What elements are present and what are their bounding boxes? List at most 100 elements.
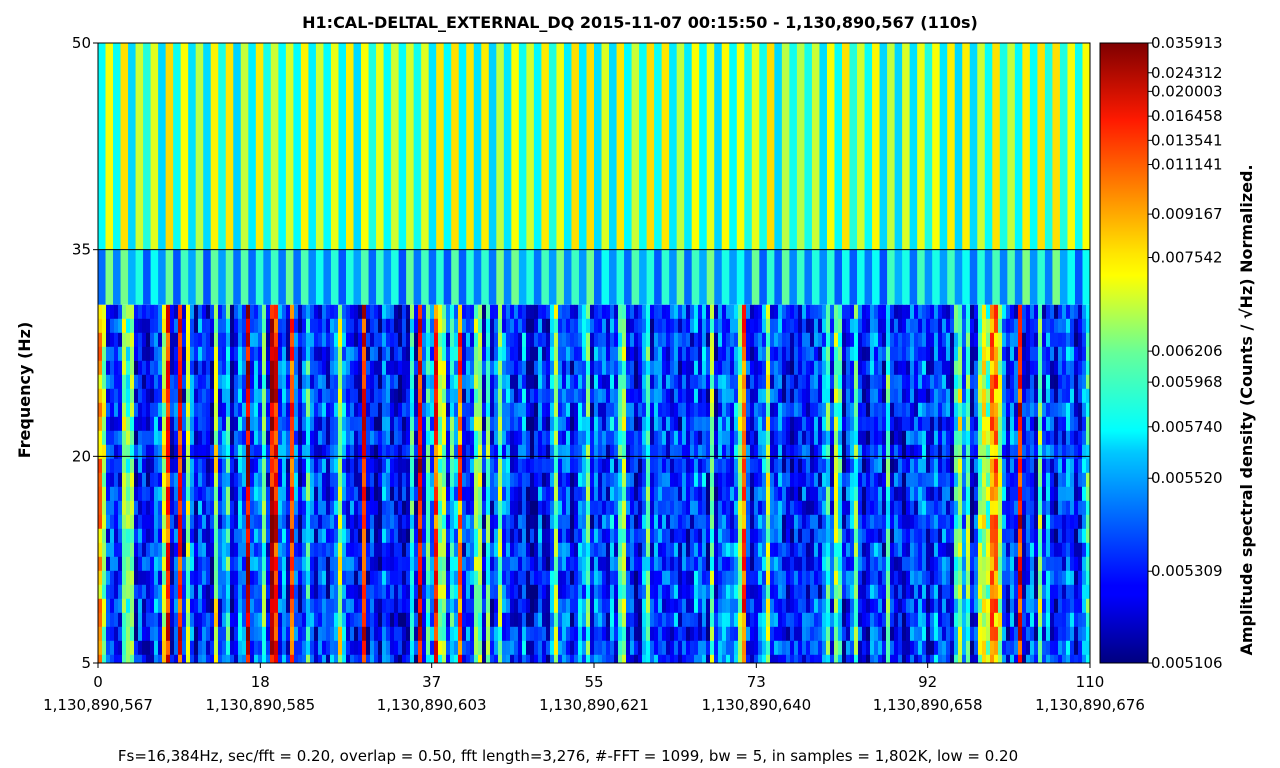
- heat-cell: [318, 388, 323, 404]
- heat-cell: [698, 360, 703, 376]
- heat-cell: [454, 570, 459, 586]
- heat-cell: [238, 556, 243, 572]
- heat-cell: [510, 570, 515, 586]
- heat-cell: [802, 416, 807, 432]
- heat-cell: [434, 360, 439, 376]
- heat-cell: [486, 402, 491, 418]
- heat-cell: [1029, 43, 1038, 250]
- heat-cell: [362, 598, 367, 614]
- heat-cell: [258, 584, 263, 600]
- heat-cell: [234, 444, 239, 460]
- heat-cell: [302, 528, 307, 544]
- heat-cell: [342, 584, 347, 600]
- heat-cell: [984, 249, 993, 305]
- heat-cell: [222, 360, 227, 376]
- heat-cell: [134, 374, 139, 390]
- heat-cell: [262, 612, 267, 628]
- heat-cell: [796, 43, 806, 250]
- heat-cell: [462, 346, 467, 362]
- heat-cell: [394, 304, 399, 320]
- heat-cell: [258, 654, 263, 663]
- heat-cell: [794, 584, 799, 600]
- heat-cell: [234, 374, 239, 390]
- heat-cell: [706, 472, 711, 488]
- heat-cell: [506, 374, 511, 390]
- heat-cell: [654, 640, 659, 656]
- heat-cell: [744, 249, 753, 305]
- heat-cell: [434, 556, 439, 572]
- heat-cell: [742, 486, 747, 502]
- heat-cell: [618, 472, 623, 488]
- heat-cell: [406, 458, 411, 474]
- heat-cell: [510, 388, 515, 404]
- heat-cell: [550, 500, 555, 516]
- heat-cell: [130, 360, 135, 376]
- heat-cell: [142, 626, 147, 642]
- heat-cell: [214, 514, 219, 530]
- heat-cell: [806, 654, 811, 663]
- heat-cell: [690, 654, 695, 663]
- heat-cell: [202, 514, 207, 530]
- heat-cell: [678, 556, 683, 572]
- heat-cell: [490, 388, 495, 404]
- heat-cell: [558, 486, 563, 502]
- heat-cell: [466, 598, 471, 614]
- heat-cell: [318, 514, 323, 530]
- heat-cell: [658, 416, 663, 432]
- heat-cell: [678, 584, 683, 600]
- heat-cell: [721, 43, 730, 250]
- heat-cell: [150, 388, 155, 404]
- heat-cell: [246, 318, 251, 334]
- heat-cell: [274, 360, 279, 376]
- heat-cell: [518, 514, 523, 530]
- heat-cell: [378, 360, 383, 376]
- heat-cell: [798, 360, 803, 376]
- heat-cell: [310, 472, 315, 488]
- heat-cell: [294, 584, 299, 600]
- heat-cell: [162, 346, 167, 362]
- heat-cell: [498, 654, 503, 663]
- heat-cell: [354, 304, 359, 320]
- heat-cell: [806, 388, 811, 404]
- heat-cell: [122, 528, 127, 544]
- heat-cell: [118, 486, 123, 502]
- heat-cell: [154, 654, 159, 663]
- heat-cell: [618, 556, 623, 572]
- heat-cell: [582, 332, 587, 348]
- heat-cell: [282, 528, 287, 544]
- heat-cell: [238, 640, 243, 656]
- heat-cell: [502, 556, 507, 572]
- heat-cell: [786, 332, 791, 348]
- heat-cell: [330, 374, 335, 390]
- heat-cell: [750, 304, 755, 320]
- heat-cell: [114, 458, 119, 474]
- heat-cell: [746, 542, 751, 558]
- heat-cell: [610, 626, 615, 642]
- heat-cell: [218, 584, 223, 600]
- heat-cell: [494, 472, 499, 488]
- heat-cell: [590, 570, 595, 586]
- heat-cell: [598, 360, 603, 376]
- heat-cell: [326, 626, 331, 642]
- heat-cell: [614, 430, 619, 446]
- heat-cell: [790, 332, 795, 348]
- heat-cell: [378, 500, 383, 516]
- heat-cell: [270, 416, 275, 432]
- heat-cell: [118, 360, 123, 376]
- heat-cell: [350, 374, 355, 390]
- heat-cell: [430, 500, 435, 516]
- heat-cell: [150, 318, 155, 334]
- heat-cell: [122, 444, 127, 460]
- heat-cell: [374, 416, 379, 432]
- heat-cell: [546, 388, 551, 404]
- heat-cell: [278, 514, 283, 530]
- heat-cell: [574, 472, 579, 488]
- heat-cell: [198, 542, 203, 558]
- heat-cell: [646, 598, 651, 614]
- heat-cell: [618, 612, 623, 628]
- heat-cell: [150, 626, 155, 642]
- heat-cell: [454, 402, 459, 418]
- heat-cell: [721, 249, 730, 305]
- heat-cell: [238, 472, 243, 488]
- heat-cell: [210, 458, 215, 474]
